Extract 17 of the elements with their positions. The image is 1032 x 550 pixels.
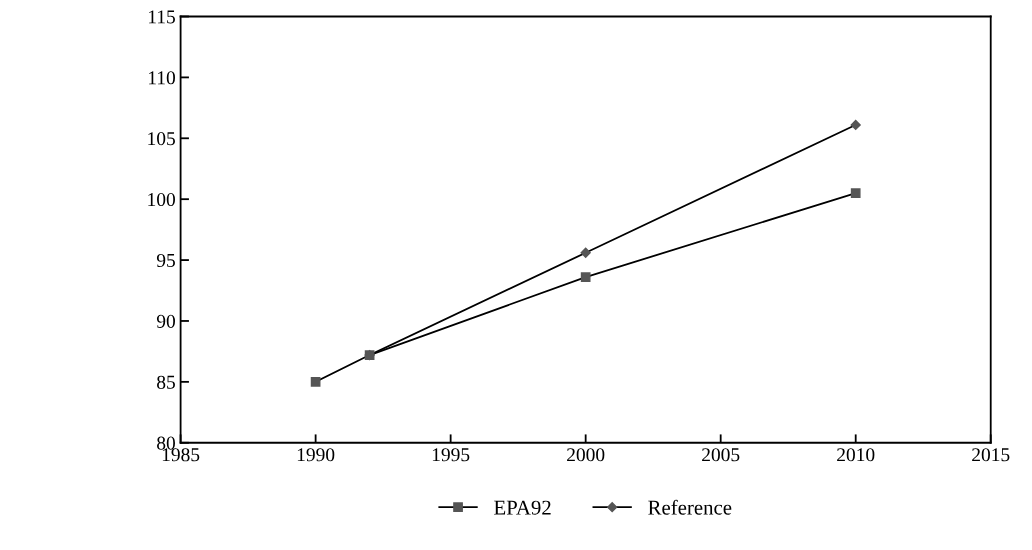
x-tick-label: 2005 bbox=[702, 448, 740, 462]
x-tick-label: 1995 bbox=[432, 448, 470, 462]
x-tick-label: 2010 bbox=[837, 448, 875, 462]
y-tick-label: 95 bbox=[156, 253, 175, 268]
x-tick-label: 1990 bbox=[297, 448, 335, 462]
y-tick-label: 110 bbox=[149, 71, 175, 85]
x-tick-label: 1985 bbox=[162, 448, 200, 462]
y-tick-label: 85 bbox=[157, 375, 175, 389]
x-tick-label: 2000 bbox=[567, 448, 605, 462]
x-tick-label: 2015 bbox=[972, 448, 1010, 462]
legend-label: EPA92 bbox=[494, 500, 551, 515]
y-tick-label: 100 bbox=[148, 192, 175, 207]
y-tick-label: 115 bbox=[149, 10, 175, 24]
y-tick-label: 90 bbox=[156, 314, 175, 328]
y-tick-label: 105 bbox=[148, 132, 175, 146]
y-tick-label: 80 bbox=[157, 436, 175, 450]
legend-label: Reference bbox=[648, 499, 732, 515]
